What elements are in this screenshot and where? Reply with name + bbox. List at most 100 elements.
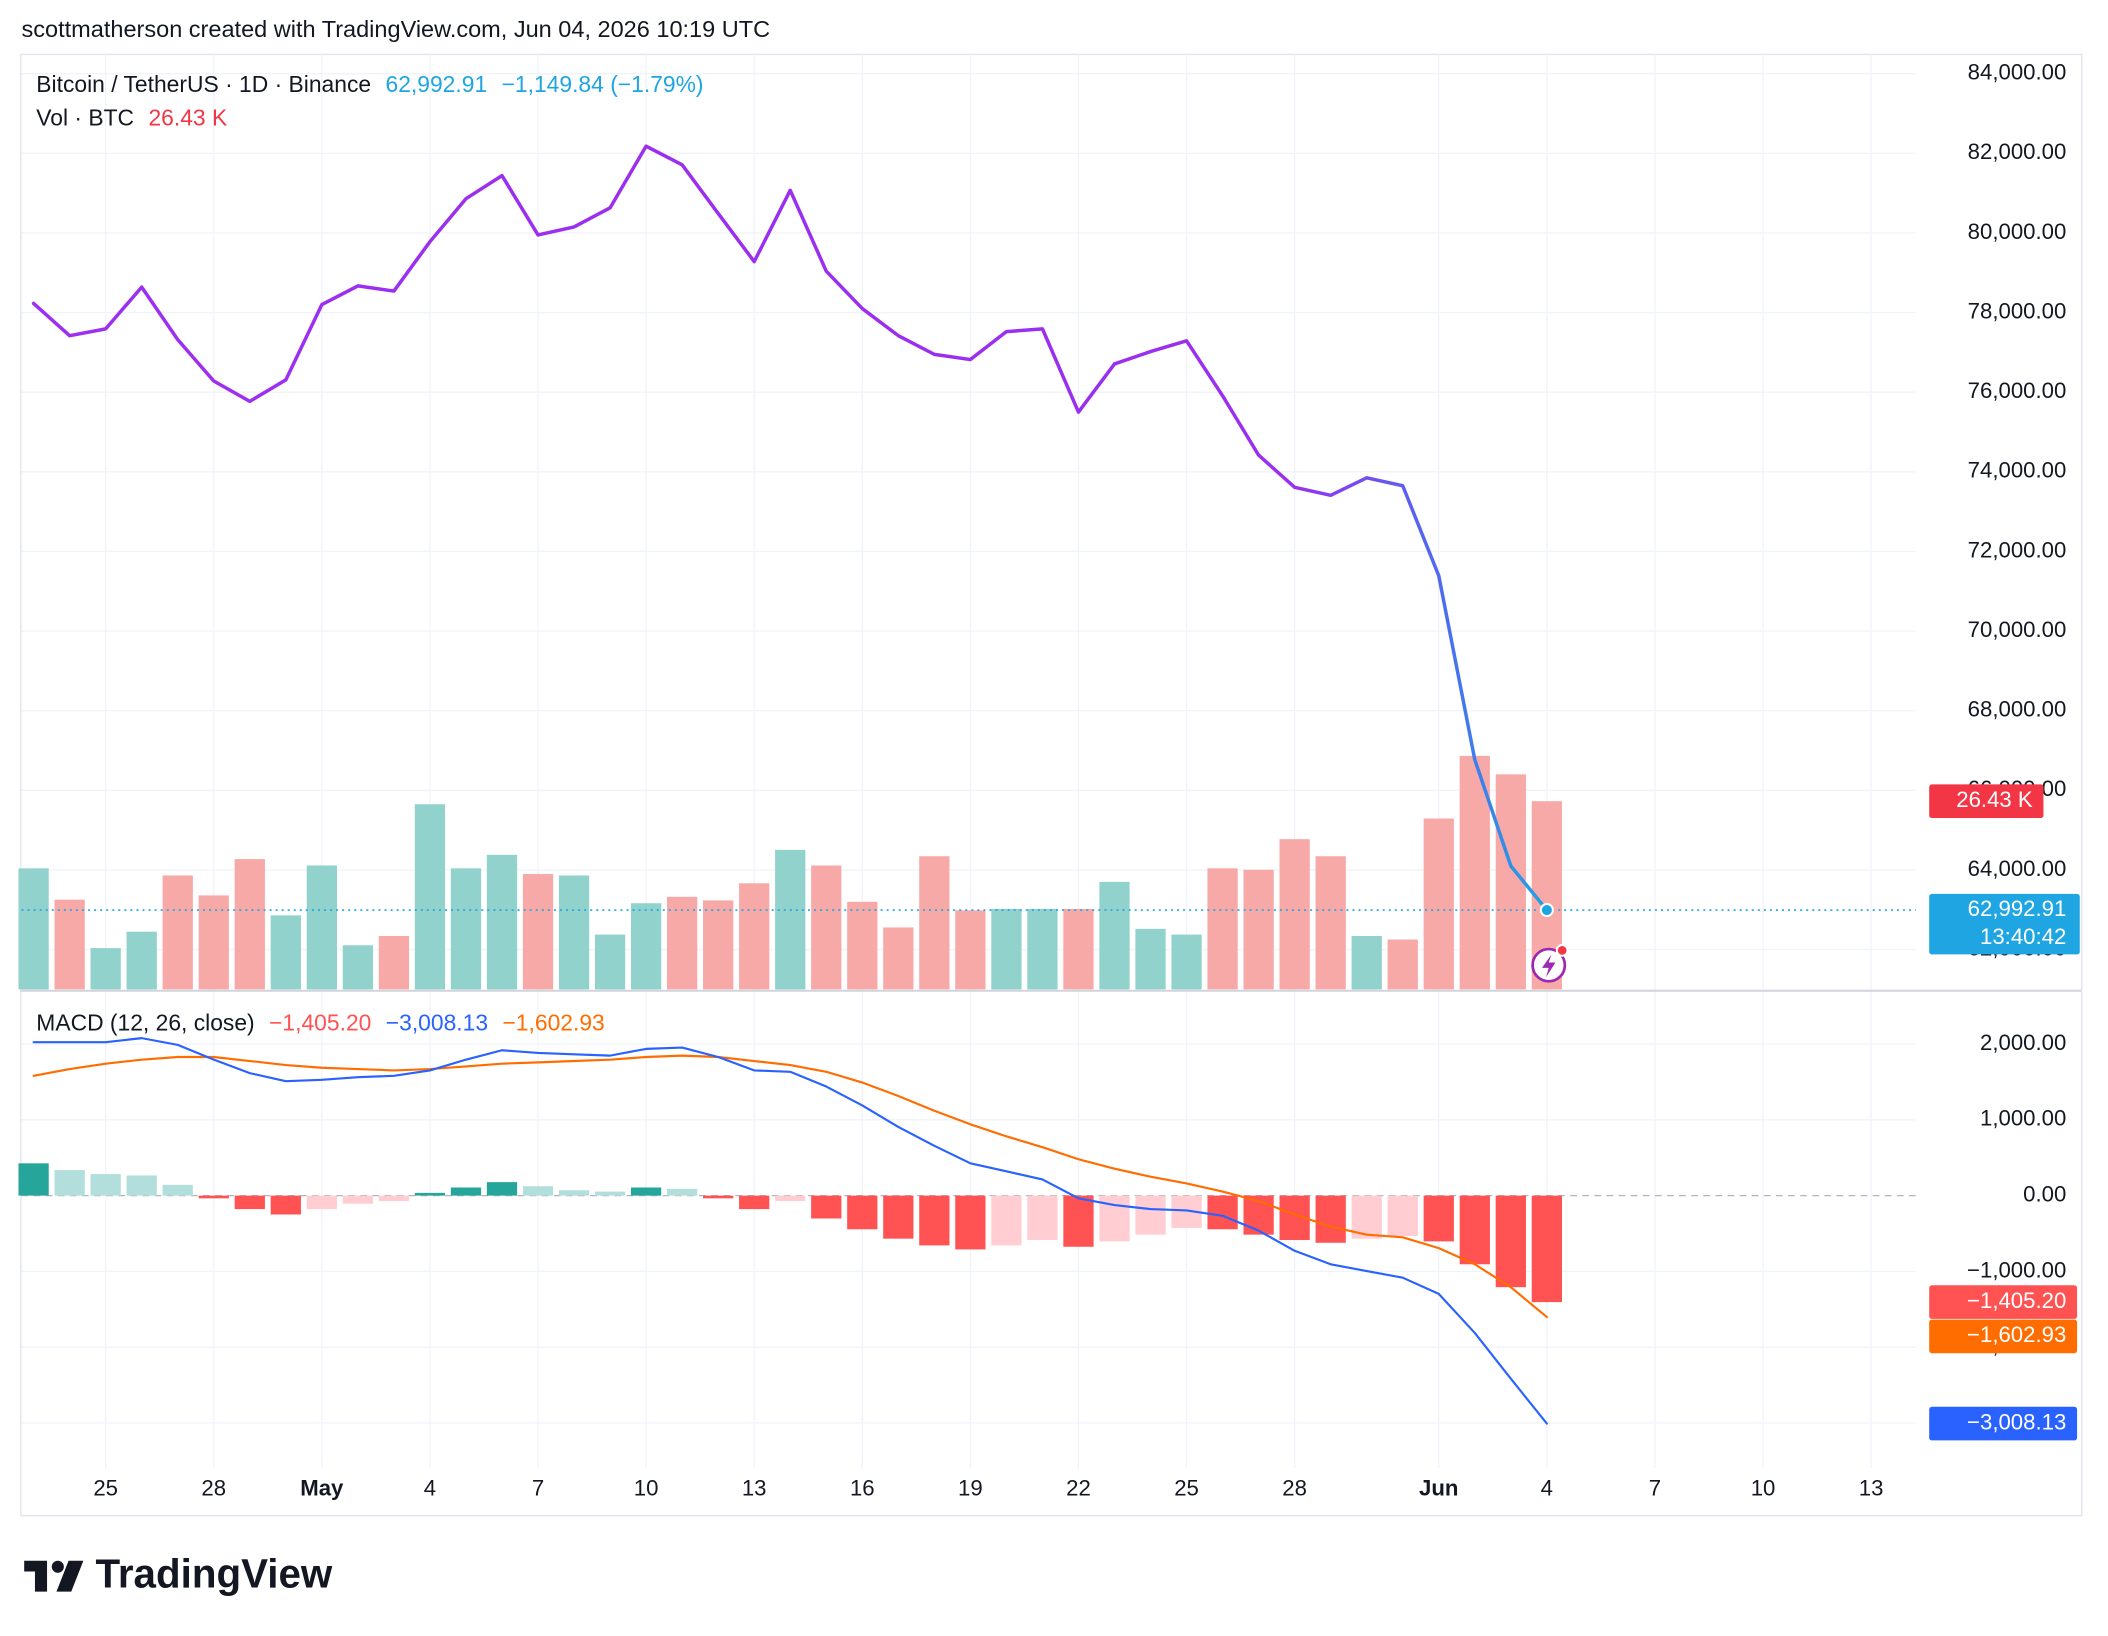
price-badge <box>1929 1406 2078 1441</box>
badge-label: 62,992.91 <box>1968 896 2067 921</box>
price-line <box>31 144 1549 912</box>
price-badge <box>1929 1319 2078 1354</box>
x-tick-label: Jun <box>1419 1475 1458 1500</box>
volume-bar <box>270 915 301 990</box>
x-tick-label: May <box>300 1475 344 1500</box>
volume-bar <box>306 865 337 990</box>
y-tick-label: 68,000.00 <box>1968 697 2067 722</box>
x-tick-label: 13 <box>1859 1475 1884 1500</box>
histogram-bar <box>1207 1195 1238 1230</box>
histogram-bar <box>594 1191 626 1196</box>
price-badge <box>1929 1285 2078 1319</box>
logo-text: TradingView <box>95 1551 332 1597</box>
histogram-bar <box>54 1170 85 1196</box>
volume-bar <box>414 804 446 990</box>
x-tick-label: 4 <box>1541 1475 1553 1500</box>
price-badge <box>1929 893 2080 955</box>
volume-bar <box>955 910 986 990</box>
histogram-bar <box>378 1195 410 1201</box>
volume-bar <box>1423 818 1454 990</box>
volume-bar <box>919 856 950 990</box>
y-tick-label: 70,000.00 <box>1968 617 2067 642</box>
histogram-bar <box>1495 1195 1526 1288</box>
volume-bar <box>667 896 698 990</box>
histogram-bar <box>991 1195 1022 1246</box>
histogram-bar <box>306 1195 337 1210</box>
volume-bar <box>1351 935 1382 990</box>
histogram-bar <box>883 1195 914 1239</box>
volume-bar <box>234 859 265 990</box>
logo: TradingView <box>24 1551 333 1597</box>
volume-bar <box>378 935 410 990</box>
volume-bar <box>1099 881 1130 990</box>
volume-bar <box>1063 908 1094 990</box>
x-tick-label: 25 <box>1174 1475 1199 1500</box>
y-tick-label: 78,000.00 <box>1968 298 2067 323</box>
histogram-bar <box>450 1187 482 1196</box>
y-tick-label: 1,000.00 <box>1980 1106 2066 1131</box>
volume-bar <box>522 874 554 990</box>
x-tick-label: 7 <box>532 1475 544 1500</box>
y-tick-label: 2,000.00 <box>1980 1030 2066 1055</box>
histogram-bar <box>919 1195 950 1246</box>
volume-bar <box>558 875 590 990</box>
volume-bar <box>54 899 85 990</box>
x-tick-label: 25 <box>93 1475 118 1500</box>
legend-histogram: −1,405.20 <box>269 1009 371 1035</box>
volume-bar <box>883 927 914 990</box>
legend-macd: −3,008.13 <box>386 1009 488 1035</box>
volume-bar <box>703 900 734 990</box>
volume-bar <box>90 948 121 990</box>
y-tick-label: 76,000.00 <box>1968 378 2067 403</box>
volume-bar <box>739 883 770 990</box>
y-tick-label: 80,000.00 <box>1968 219 2067 244</box>
histogram-bar <box>1459 1195 1490 1265</box>
volume-bar <box>630 903 662 990</box>
x-tick-label: 13 <box>742 1475 767 1500</box>
legend-last-price: 62,992.91 <box>386 71 488 97</box>
chart-frame <box>20 53 2083 1517</box>
histogram-bar <box>90 1174 121 1196</box>
histogram-bar <box>630 1187 662 1196</box>
histogram-bar <box>486 1182 518 1196</box>
legend-macd-title: MACD (12, 26, close) <box>36 1009 254 1035</box>
histogram-bar <box>811 1195 842 1219</box>
x-tick-label: 7 <box>1649 1475 1661 1500</box>
volume-bar <box>1207 868 1238 990</box>
legend-change: −1,149.84 (−1.79%) <box>502 71 704 97</box>
histogram-bar <box>1387 1195 1418 1237</box>
volume-bar <box>1243 869 1274 990</box>
histogram-bar <box>126 1175 157 1196</box>
histogram-bar <box>703 1195 734 1199</box>
histogram-bar <box>198 1195 229 1199</box>
bars-layer <box>18 755 1562 1303</box>
volume-bar <box>1135 928 1166 990</box>
macd-legend: MACD (12, 26, close) −1,405.20 −3,008.13… <box>36 1009 604 1035</box>
histogram-bar <box>234 1195 265 1210</box>
signal-line <box>32 1054 1548 1319</box>
histogram-bar <box>270 1195 301 1215</box>
volume-bar <box>162 875 193 990</box>
badge-label: −3,008.13 <box>1967 1409 2066 1434</box>
volume-bar <box>342 945 374 990</box>
volume-bar <box>775 849 806 990</box>
volume-bar <box>991 908 1022 990</box>
histogram-bar <box>1423 1195 1454 1242</box>
volume-bar <box>594 934 626 990</box>
volume-bar <box>1171 934 1202 990</box>
histogram-bar <box>1315 1195 1346 1243</box>
x-tick-label: 4 <box>424 1475 436 1500</box>
y-tick-label: 72,000.00 <box>1968 537 2067 562</box>
volume-bar <box>1279 839 1310 990</box>
x-tick-label: 10 <box>634 1475 659 1500</box>
volume-bar <box>1027 908 1058 990</box>
x-tick-label: 22 <box>1066 1475 1091 1500</box>
histogram-bar <box>1063 1195 1094 1247</box>
y-tick-label: 74,000.00 <box>1968 458 2067 483</box>
histogram-bar <box>1531 1195 1562 1303</box>
badge-countdown: 13:40:42 <box>1980 924 2066 949</box>
volume-bar <box>198 895 229 990</box>
histogram-bar <box>955 1195 986 1250</box>
